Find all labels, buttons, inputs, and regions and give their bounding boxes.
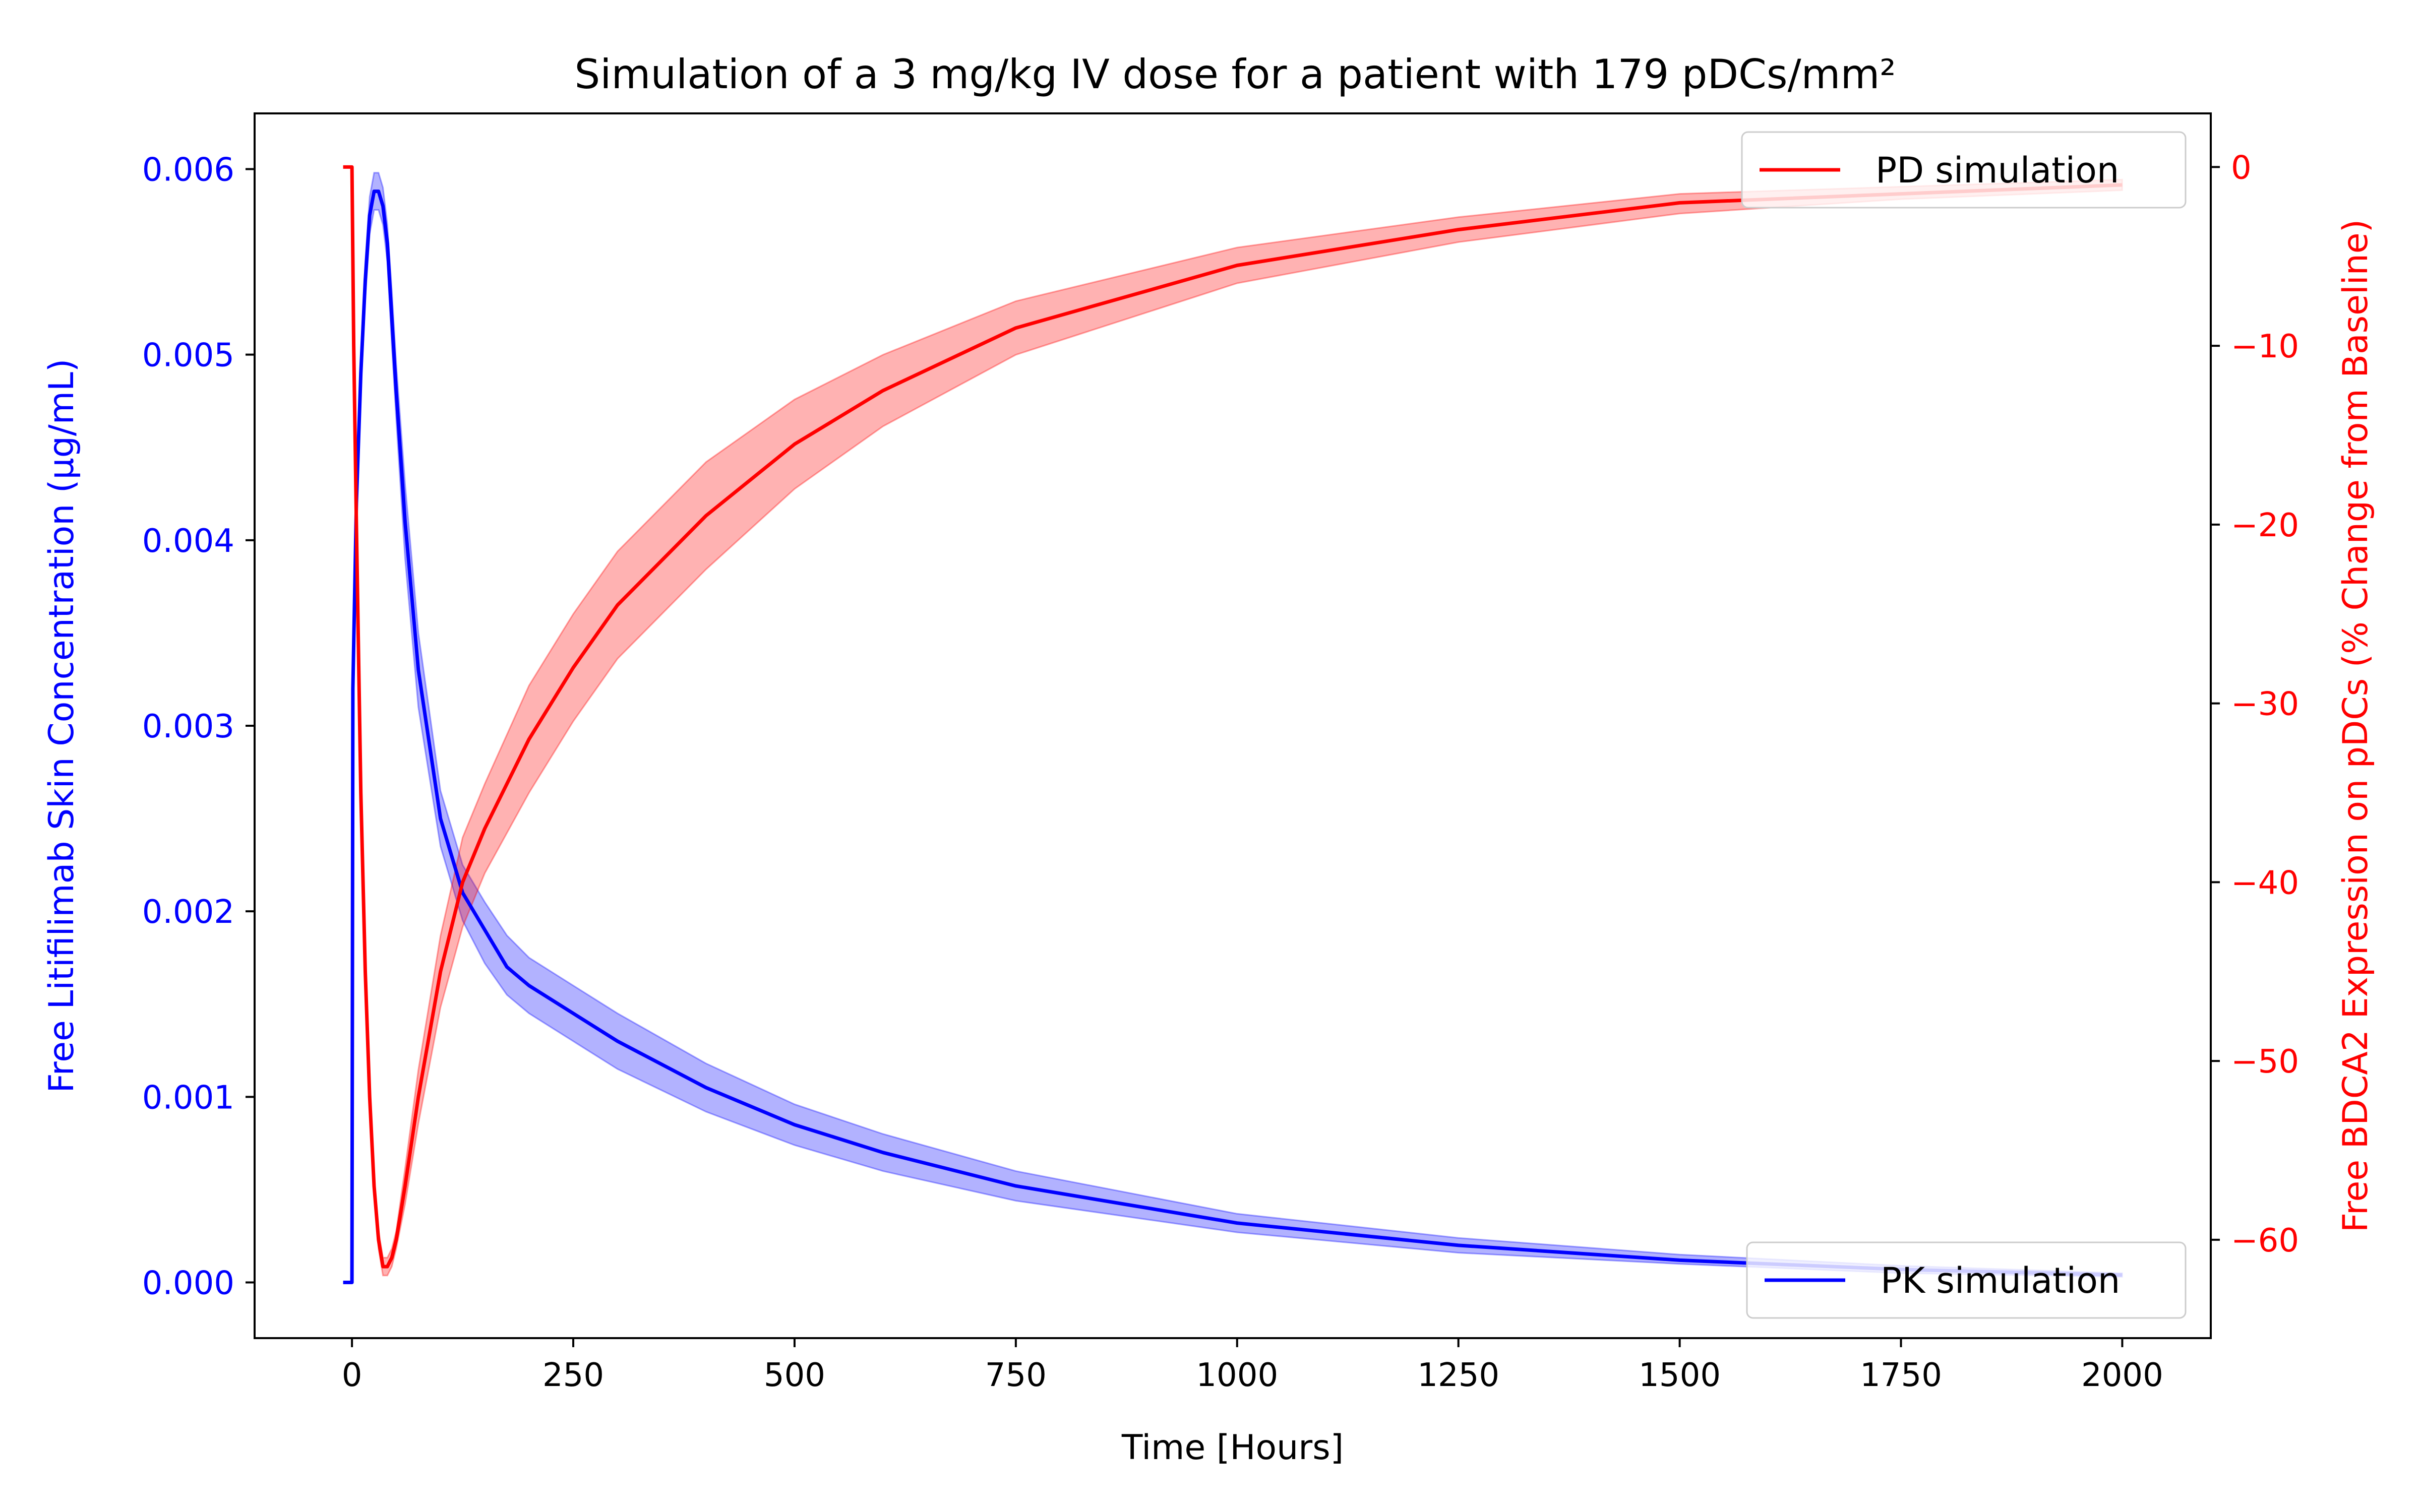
y-right-axis-label: Free BDCA2 Expression on pDCs (% Change …	[2336, 219, 2376, 1232]
y-left-tick-label: 0.003	[142, 708, 234, 745]
x-tick-label: 1500	[1639, 1357, 1721, 1394]
series-pd-line	[343, 165, 2123, 1269]
chart-title: Simulation of a 3 mg/kg IV dose for a pa…	[575, 51, 1896, 98]
y-left-tick-label: 0.002	[142, 894, 234, 931]
y-right-tick-label: 0	[2231, 149, 2252, 186]
x-axis-ticks: 0 250 500 750 1000 1250 1500 1750 2000	[342, 1338, 2163, 1394]
y-right-tick-label: −10	[2231, 328, 2299, 365]
plot-lines	[343, 165, 2123, 1284]
y-left-tick-label: 0.001	[142, 1079, 234, 1116]
x-tick-label: 1000	[1196, 1357, 1278, 1394]
legend-pd: PD simulation	[1741, 131, 2187, 209]
series-pk-line	[343, 190, 2123, 1284]
x-tick-label: 0	[342, 1357, 362, 1394]
y-right-tick-label: −60	[2231, 1222, 2299, 1259]
x-tick-label: 250	[542, 1357, 604, 1394]
legend-pk-box	[1746, 1241, 2187, 1319]
y-right-tick-label: −40	[2231, 864, 2299, 902]
y-left-tick-label: 0.000	[142, 1265, 234, 1302]
x-tick-label: 2000	[2081, 1357, 2163, 1394]
y-left-axis-label: Free Litifilimab Skin Concentration (µg/…	[42, 359, 82, 1093]
legend-pd-label: PD simulation	[1876, 150, 2119, 191]
x-tick-label: 1250	[1417, 1357, 1499, 1394]
x-axis-label: Time [Hours]	[1121, 1428, 1344, 1468]
y-right-tick-label: −50	[2231, 1043, 2299, 1081]
y-left-axis-ticks: 0.000 0.001 0.002 0.003 0.004 0.005 0.006	[142, 151, 255, 1302]
x-tick-label: 750	[985, 1357, 1047, 1394]
legend-pk: PK simulation	[1746, 1241, 2187, 1319]
y-right-tick-label: −30	[2231, 686, 2299, 723]
y-left-tick-label: 0.005	[142, 337, 234, 374]
y-right-axis-ticks: 0 −10 −20 −30 −40 −50 −60	[2211, 149, 2299, 1259]
x-tick-label: 500	[764, 1357, 825, 1394]
legend-pd-box	[1741, 131, 2187, 209]
y-left-tick-label: 0.004	[142, 523, 234, 560]
legend-pk-label: PK simulation	[1881, 1260, 2120, 1301]
y-left-tick-label: 0.006	[142, 151, 234, 188]
x-tick-label: 1750	[1860, 1357, 1942, 1394]
y-right-tick-label: −20	[2231, 507, 2299, 544]
